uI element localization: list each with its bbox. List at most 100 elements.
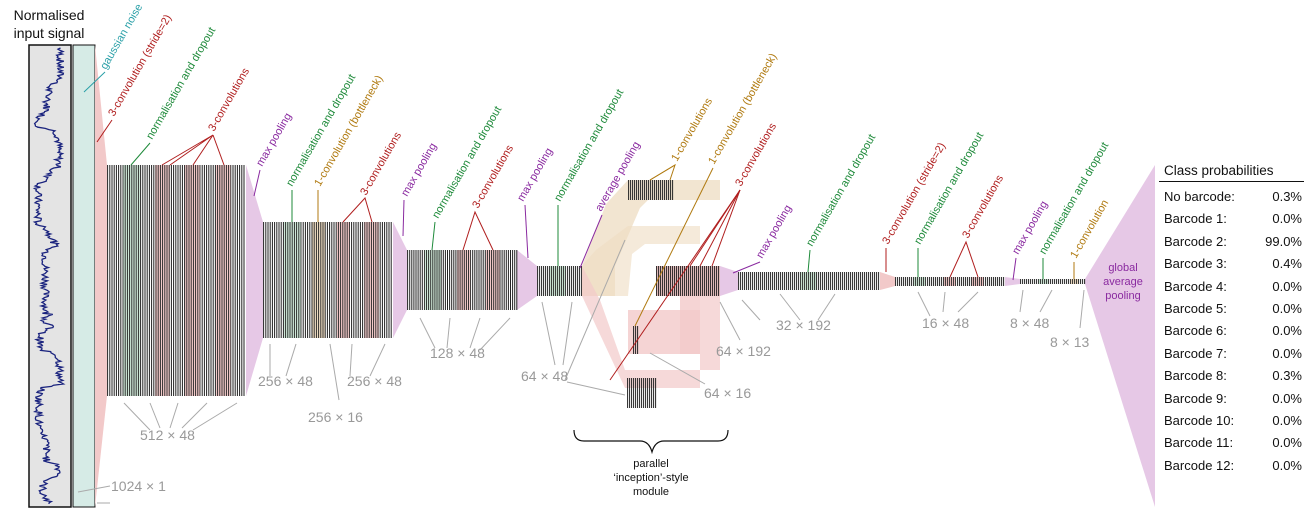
label-conv3-e: 3-convolutions [960, 173, 1006, 241]
stack-128 [407, 250, 518, 310]
input-signal-trace [32, 47, 66, 505]
funnel-stride-conv [95, 45, 107, 507]
probability-value: 0.3% [1272, 189, 1302, 204]
size-256x16: 256 × 16 [308, 409, 363, 425]
probability-label: Barcode 10: [1164, 412, 1235, 428]
label-maxpool-d: max pooling [754, 203, 794, 260]
label-conv1-inc: 1-convolutions [669, 96, 715, 164]
probability-value: 0.0% [1272, 211, 1302, 227]
probability-label: No barcode: [1164, 189, 1235, 204]
input-title-line2: input signal [14, 25, 85, 41]
label-norm-dropout-c: normalisation and dropout [430, 104, 504, 220]
probability-value: 0.0% [1272, 345, 1302, 361]
size-64x192: 64 × 192 [716, 343, 771, 359]
conv-block-b1 [337, 222, 350, 338]
probability-label: Barcode 7: [1164, 345, 1227, 361]
feature-maps-g [1020, 279, 1086, 284]
stack-64 [537, 266, 583, 296]
probability-row: Barcode 10: 0.0% [1159, 410, 1304, 432]
probability-row: Barcode 12: 0.0% [1159, 455, 1304, 477]
label-global-avg-3: pooling [1105, 290, 1140, 302]
label-conv1-bottleneck-inc: 1-convolution (bottleneck) [706, 51, 779, 166]
feature-maps-e [738, 272, 880, 290]
probability-row: Barcode 6: 0.0% [1159, 320, 1304, 342]
feature-maps-c [407, 250, 518, 310]
module-brace [573, 429, 729, 455]
label-global-avg-2: average [1103, 276, 1143, 288]
stack-8 [1020, 279, 1086, 284]
size-8x13: 8 × 13 [1050, 334, 1090, 350]
module-label-3: module [633, 486, 669, 498]
noise-layer [72, 44, 96, 508]
probability-label: Barcode 12: [1164, 457, 1235, 473]
class-probabilities-panel: Class probabilities No barcode: 0.3% Barco… [1159, 163, 1304, 477]
probability-row: No barcode: 0.3% [1159, 186, 1304, 208]
size-64x48: 64 × 48 [521, 368, 568, 384]
size-512x48: 512 × 48 [140, 427, 195, 443]
label-maxpool-c: max pooling [515, 146, 555, 203]
branch-path-2c [680, 296, 700, 354]
size-arrows [77, 239, 1085, 504]
feature-maps-d [537, 266, 583, 296]
feature-maps-f [895, 277, 1005, 286]
probability-value: 0.0% [1272, 323, 1302, 339]
size-32x192: 32 × 192 [776, 317, 831, 333]
probability-value: 0.0% [1272, 300, 1302, 316]
funnel-maxpool-c [517, 250, 537, 310]
probability-row: Barcode 4: 0.0% [1159, 276, 1304, 298]
label-global-avg-1: global [1108, 262, 1137, 274]
stack-512x48 [107, 165, 245, 396]
label-maxpool-a: max pooling [254, 111, 294, 168]
label-maxpool-b: max pooling [399, 141, 439, 198]
label-conv3-c: 3-convolutions [358, 130, 404, 198]
funnel-maxpool-d [720, 266, 738, 296]
funnel-maxpool-b [393, 222, 407, 338]
stack-32 [738, 272, 880, 290]
probability-value: 0.3% [1272, 368, 1302, 384]
probability-row: Barcode 8: 0.3% [1159, 365, 1304, 387]
size-128x48: 128 × 48 [430, 345, 485, 361]
inception-branch-1-maps [628, 180, 674, 200]
feature-maps-b [263, 222, 392, 338]
branch-path-2 [582, 226, 700, 296]
probability-label: Barcode 4: [1164, 278, 1227, 294]
funnel-maxpool-a [246, 165, 263, 396]
inception-branch-3-maps [627, 378, 657, 408]
label-conv3-inc: 3-convolutions [733, 121, 779, 189]
probabilities-list: No barcode: 0.3% Barcode 1: 0.0% Barcode 2: 9… [1159, 186, 1304, 477]
probability-value: 0.0% [1272, 278, 1302, 294]
probability-label: Barcode 6: [1164, 323, 1227, 339]
probability-value: 0.0% [1272, 435, 1302, 451]
norm-block-e [800, 272, 816, 290]
probability-value: 99.0% [1265, 233, 1302, 249]
input-title-line1: Normalised [14, 7, 85, 23]
probability-row: Barcode 7: 0.0% [1159, 343, 1304, 365]
probabilities-title: Class probabilities [1159, 163, 1304, 182]
stack-16 [895, 277, 1005, 286]
probability-value: 0.0% [1272, 457, 1302, 473]
inception-output-maps [656, 266, 720, 296]
probability-row: Barcode 5: 0.0% [1159, 298, 1304, 320]
probability-row: Barcode 2: 99.0% [1159, 231, 1304, 253]
label-norm-dropout-e: normalisation and dropout [804, 132, 878, 248]
module-label-1: parallel [633, 458, 668, 470]
probability-label: Barcode 8: [1164, 368, 1227, 384]
size-labels: 1024 × 1 512 × 48 256 × 48 256 × 16 256 … [111, 315, 1090, 494]
size-64x16: 64 × 16 [704, 385, 751, 401]
probability-label: Barcode 3: [1164, 256, 1227, 272]
branch-path-1 [582, 180, 720, 296]
bottleneck-block-b [1070, 279, 1078, 284]
funnel-maxpool-e [1005, 277, 1020, 286]
probability-row: Barcode 9: 0.0% [1159, 388, 1304, 410]
stack-256 [263, 222, 392, 338]
annotation-lines [83, 71, 1075, 381]
size-8x48: 8 × 48 [1010, 315, 1050, 331]
probability-label: Barcode 1: [1164, 211, 1227, 227]
probability-value: 0.0% [1272, 412, 1302, 428]
size-256x48-a: 256 × 48 [258, 373, 313, 389]
module-label-2: ‘inception’-style [613, 472, 688, 484]
input-signal-box [28, 44, 72, 508]
feature-maps-a [107, 165, 245, 396]
funnel-stride-conv-b [880, 272, 895, 290]
